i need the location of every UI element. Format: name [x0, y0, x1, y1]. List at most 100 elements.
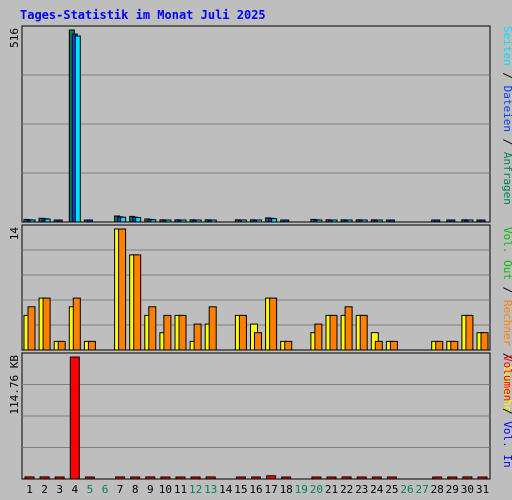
panel-top: 516 — [8, 25, 491, 223]
x-tick-label: 22 — [340, 483, 353, 496]
legend-item: Anfragen — [501, 152, 512, 205]
bar-seiten-day-22 — [346, 219, 353, 223]
bar-seiten-day-10 — [165, 219, 172, 223]
bar-seiten-day-1 — [29, 219, 36, 223]
legend-separator: / — [501, 66, 512, 86]
bar-rechner-day-31 — [480, 332, 489, 351]
bar-rechner-day-25 — [389, 340, 398, 351]
bar-volumen-day-20 — [311, 476, 322, 480]
bar-volumen-day-3 — [54, 476, 65, 480]
bar-dateien-day-5 — [86, 219, 93, 223]
bar-seiten-day-23 — [361, 219, 368, 223]
x-axis-day-labels: 1 2 3 4 5 6 7 8 9 10 11 12 13 14 15 16 17 18 19 20 21 22 23 24 2… — [26, 483, 489, 496]
bar-seiten-day-13 — [210, 219, 217, 223]
bar-volumen-day-2 — [39, 476, 50, 480]
x-tick-label: 2 — [41, 483, 48, 496]
legend-item: Dateien — [501, 86, 512, 132]
bar-volumen-day-9 — [145, 476, 156, 480]
bar-volumen-day-12 — [190, 476, 201, 480]
bar-rechner-day-8 — [133, 254, 142, 351]
bar-rechner-day-5 — [87, 340, 96, 351]
bar-volumen-day-18 — [281, 476, 292, 480]
bar-rechner-day-17 — [269, 297, 278, 351]
x-tick-label: 18 — [280, 483, 293, 496]
x-tick-label: 17 — [264, 483, 277, 496]
legend-group: Volumen / Vol. In — [501, 355, 512, 468]
legend-separator: / — [501, 280, 512, 300]
bar-rechner-day-30 — [465, 314, 474, 351]
x-tick-label: 29 — [446, 483, 459, 496]
x-tick-label: 26 — [400, 483, 413, 496]
bar-volumen-day-17 — [266, 475, 277, 480]
bar-rechner-day-15 — [238, 314, 247, 351]
bar-volumen-day-7 — [115, 476, 126, 480]
bar-dateien-day-29 — [449, 219, 456, 223]
bar-rechner-day-20 — [314, 323, 323, 351]
bar-seiten-day-24 — [376, 219, 383, 223]
bar-rechner-day-9 — [148, 306, 157, 351]
bar-volumen-day-28 — [432, 476, 443, 480]
bar-rechner-day-13 — [208, 306, 217, 351]
bar-volumen-day-29 — [447, 476, 458, 480]
bar-seiten-day-17 — [271, 218, 278, 223]
bar-rechner-day-7 — [118, 228, 127, 351]
bar-volumen-day-23 — [356, 476, 367, 480]
x-tick-label: 7 — [117, 483, 124, 496]
bar-rechner-day-16 — [254, 332, 262, 351]
x-tick-label: 16 — [249, 483, 262, 496]
bar-volumen-day-24 — [371, 476, 382, 480]
x-tick-label: 19 — [295, 483, 308, 496]
x-tick-label: 4 — [71, 483, 78, 496]
bar-volumen-day-4 — [69, 356, 80, 480]
bar-volumen-day-16 — [251, 476, 261, 480]
bar-rechner-day-1 — [27, 306, 36, 351]
bar-seiten-day-9 — [150, 219, 157, 223]
x-tick-label: 31 — [476, 483, 489, 496]
bar-seiten-day-21 — [331, 219, 338, 223]
x-tick-label: 21 — [325, 483, 338, 496]
legend-separator: / — [501, 401, 512, 421]
x-tick-label: 23 — [355, 483, 368, 496]
y-max-label: 14 — [8, 227, 21, 241]
bar-dateien-day-31 — [479, 219, 486, 223]
legend-item: Rechner — [501, 300, 512, 347]
y-max-label: 516 — [8, 28, 21, 48]
bar-seiten-day-11 — [180, 219, 187, 223]
x-tick-label: 11 — [174, 483, 187, 496]
panel-middle: 14 — [8, 224, 491, 351]
x-tick-label: 14 — [219, 483, 233, 496]
legend-group: Vol. Out / Rechner / Besuche — [501, 227, 512, 412]
legend-group: Seiten / Dateien / Anfragen — [501, 26, 512, 205]
bar-seiten-day-15 — [240, 219, 247, 223]
bar-rechner-day-28 — [435, 340, 444, 351]
bar-rechner-day-4 — [72, 297, 81, 351]
x-tick-label: 20 — [310, 483, 323, 496]
bar-volumen-day-31 — [477, 476, 488, 480]
bar-rechner-day-21 — [329, 314, 338, 351]
legend-item: Seiten — [501, 26, 512, 66]
bar-seiten-day-16 — [256, 219, 262, 223]
x-tick-label: 24 — [370, 483, 384, 496]
x-tick-label: 12 — [189, 483, 202, 496]
bar-volumen-day-22 — [341, 476, 352, 480]
bar-volumen-day-21 — [326, 476, 337, 480]
bar-rechner-day-24 — [374, 340, 383, 351]
bar-volumen-day-10 — [160, 476, 171, 480]
bar-seiten-day-30 — [467, 219, 474, 223]
bar-dateien-day-3 — [56, 219, 63, 223]
legend: Seiten / Dateien / Anfragen Vol. Out / Re… — [501, 26, 512, 468]
bar-rechner-day-18 — [284, 340, 293, 351]
bar-volumen-day-5 — [84, 476, 95, 480]
x-tick-label: 30 — [461, 483, 474, 496]
y-max-label: 114.76 KB — [8, 355, 21, 415]
bar-dateien-day-25 — [388, 219, 395, 223]
legend-separator: / — [501, 132, 512, 152]
legend-item: Besuche — [501, 366, 512, 412]
legend-item: Vol. In — [501, 421, 512, 467]
legend-separator: / — [501, 346, 512, 366]
bar-rechner-day-3 — [57, 340, 66, 351]
bar-rechner-day-10 — [163, 314, 172, 351]
bar-rechner-day-12 — [193, 323, 202, 351]
